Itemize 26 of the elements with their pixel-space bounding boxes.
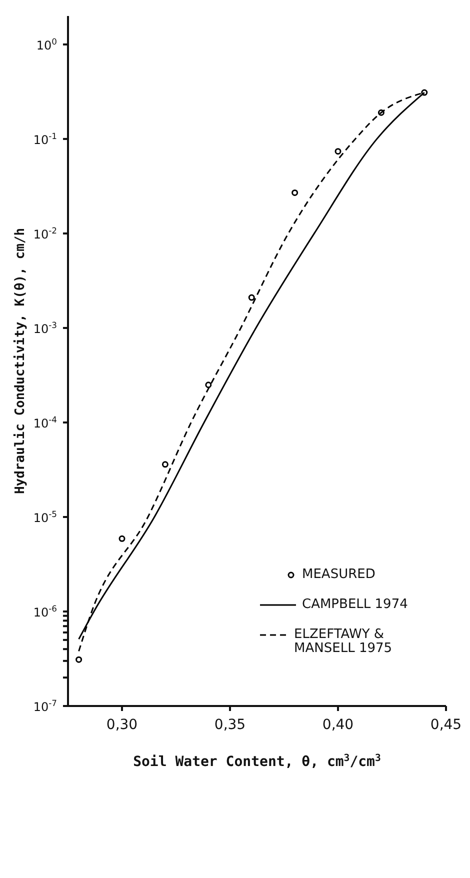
point — [334, 148, 342, 155]
point — [378, 109, 384, 116]
point — [162, 461, 168, 468]
point — [292, 189, 298, 196]
point — [76, 656, 82, 663]
x-tick-label: 0,45 — [430, 717, 462, 733]
legend-label: ELZEFTAWY & MANSELL 1975 — [294, 627, 394, 656]
y-tick-label: 10$^{-6}$ — [33, 603, 57, 620]
x-tick-label: 0,30 — [106, 717, 138, 733]
x-tick-label: 0,40 — [322, 717, 354, 733]
y-axis-title: Hydraulic Conductivity, K(θ), cm/h — [13, 228, 28, 494]
y-tick-label: 10$^{-2}$ — [33, 225, 57, 242]
y-tick-label: 10$^{-5}$ — [33, 508, 57, 525]
legend-label: CAMPBELL 1974 — [302, 597, 408, 612]
point — [205, 382, 212, 388]
x-axis-title: Soil Water Content, θ, cm$^{3}$/cm$^{3}$ — [133, 752, 382, 770]
legend-label: MEASURED — [302, 567, 376, 582]
y-tick-label: 10$^{-4}$ — [33, 414, 57, 430]
y-tick-label: 10$^{-3}$ — [33, 320, 57, 336]
y-tick-label: 10$^{-7}$ — [33, 698, 57, 714]
y-tick-label: 10$^{0}$ — [36, 36, 57, 52]
y-tick-label: 10$^{-1}$ — [33, 130, 57, 147]
point — [118, 535, 126, 542]
point — [248, 294, 255, 301]
point — [421, 89, 428, 96]
x-tick-label: 0,35 — [214, 717, 246, 733]
